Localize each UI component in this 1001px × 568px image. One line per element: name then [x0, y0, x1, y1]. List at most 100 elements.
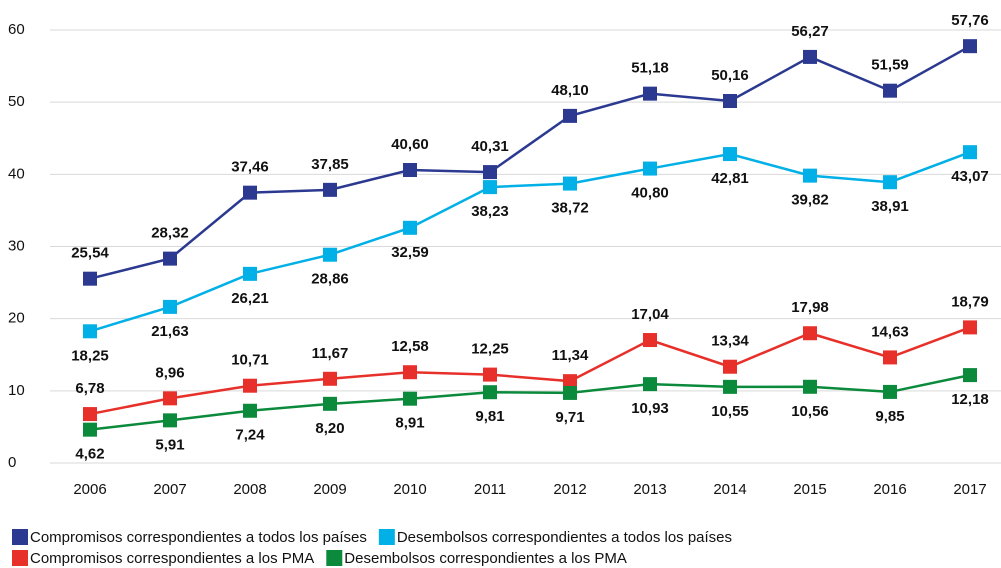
point-marker — [963, 39, 977, 54]
data-label: 51,18 — [631, 60, 669, 77]
legend-label: Compromisos correspondientes a todos los… — [30, 529, 367, 546]
data-label: 37,46 — [231, 159, 269, 176]
point-marker — [883, 83, 897, 98]
x-tick-label: 2007 — [153, 481, 186, 498]
x-tick-label: 2006 — [73, 481, 106, 498]
point-marker — [163, 413, 177, 428]
legend-swatch — [12, 550, 28, 566]
data-label: 40,80 — [631, 185, 669, 202]
data-label: 6,78 — [75, 380, 104, 397]
data-label: 8,96 — [155, 364, 184, 381]
legend-swatch — [326, 550, 343, 566]
point-marker — [643, 161, 657, 176]
point-marker — [563, 176, 577, 191]
point-marker — [723, 147, 737, 162]
data-label: 10,56 — [791, 403, 829, 420]
point-marker — [323, 371, 337, 386]
x-tick-label: 2015 — [793, 481, 826, 498]
point-marker — [643, 377, 657, 392]
series-line — [89, 151, 971, 333]
point-marker — [243, 185, 257, 200]
data-label: 26,21 — [231, 290, 269, 307]
point-marker — [323, 182, 337, 197]
data-label: 8,20 — [315, 420, 344, 437]
point-marker — [83, 271, 97, 286]
point-marker — [483, 385, 497, 400]
x-tick-label: 2013 — [633, 481, 666, 498]
data-label: 12,58 — [391, 338, 429, 355]
data-label: 42,81 — [711, 170, 749, 187]
data-label: 38,91 — [871, 198, 909, 215]
point-marker — [723, 94, 737, 109]
legend-swatch — [12, 529, 28, 545]
data-label: 32,59 — [391, 244, 429, 261]
point-marker — [403, 365, 417, 380]
x-tick-label: 2012 — [553, 481, 586, 498]
y-tick-label: 10 — [8, 382, 25, 399]
x-tick-label: 2011 — [474, 481, 506, 498]
point-marker — [323, 247, 337, 262]
data-label: 9,71 — [555, 409, 584, 426]
point-marker — [403, 163, 417, 178]
data-label: 18,79 — [951, 293, 989, 310]
data-label: 43,07 — [951, 168, 989, 185]
data-label: 48,10 — [551, 82, 589, 99]
legend-label: Desembolsos correspondientes a todos los… — [397, 529, 732, 546]
point-marker — [803, 379, 817, 394]
data-label: 9,85 — [875, 408, 904, 425]
point-marker — [643, 86, 657, 101]
data-label: 7,24 — [235, 427, 265, 444]
point-marker — [243, 378, 257, 393]
point-marker — [83, 422, 97, 437]
data-label: 56,27 — [791, 23, 829, 40]
data-label: 38,23 — [471, 203, 509, 220]
point-marker — [323, 396, 337, 411]
data-label: 40,60 — [391, 136, 429, 153]
y-tick-label: 20 — [8, 310, 25, 327]
series-line — [89, 45, 971, 280]
legend-label: Compromisos correspondientes a los PMA — [30, 550, 314, 567]
x-tick-label: 2008 — [233, 481, 266, 498]
data-label: 28,86 — [311, 271, 349, 288]
legend-swatch — [378, 529, 395, 545]
data-label: 37,85 — [311, 156, 349, 173]
point-marker — [83, 407, 97, 422]
data-label: 57,76 — [951, 12, 989, 29]
point-marker — [403, 391, 417, 406]
point-marker — [883, 175, 897, 190]
point-marker — [563, 385, 577, 400]
data-label: 9,81 — [475, 408, 504, 425]
point-marker — [723, 359, 737, 374]
y-tick-label: 40 — [8, 165, 25, 182]
data-label: 10,55 — [711, 403, 749, 420]
data-label: 10,93 — [631, 400, 669, 417]
data-label: 11,67 — [312, 345, 349, 362]
y-tick-label: 50 — [8, 93, 25, 110]
point-marker — [643, 333, 657, 348]
point-marker — [883, 384, 897, 399]
point-marker — [963, 320, 977, 335]
point-marker — [163, 391, 177, 406]
data-label: 10,71 — [231, 352, 269, 369]
point-marker — [883, 350, 897, 365]
point-marker — [403, 220, 417, 235]
x-tick-label: 2014 — [713, 481, 746, 498]
data-label: 50,16 — [711, 67, 749, 84]
data-label: 17,98 — [791, 299, 829, 316]
y-tick-label: 30 — [8, 237, 25, 254]
point-marker — [963, 368, 977, 383]
series-line — [89, 326, 971, 416]
point-marker — [163, 299, 177, 314]
point-marker — [163, 251, 177, 266]
data-label: 51,59 — [871, 57, 909, 74]
point-marker — [483, 367, 497, 382]
point-marker — [563, 374, 577, 389]
x-tick-label: 2017 — [953, 481, 986, 498]
y-tick-label: 0 — [8, 454, 16, 471]
y-tick-label: 60 — [8, 21, 25, 38]
legend-label: Desembolsos correspondientes a los PMA — [344, 550, 627, 567]
data-label: 13,34 — [711, 333, 749, 350]
data-label: 21,63 — [151, 323, 189, 340]
x-tick-label: 2009 — [313, 481, 346, 498]
